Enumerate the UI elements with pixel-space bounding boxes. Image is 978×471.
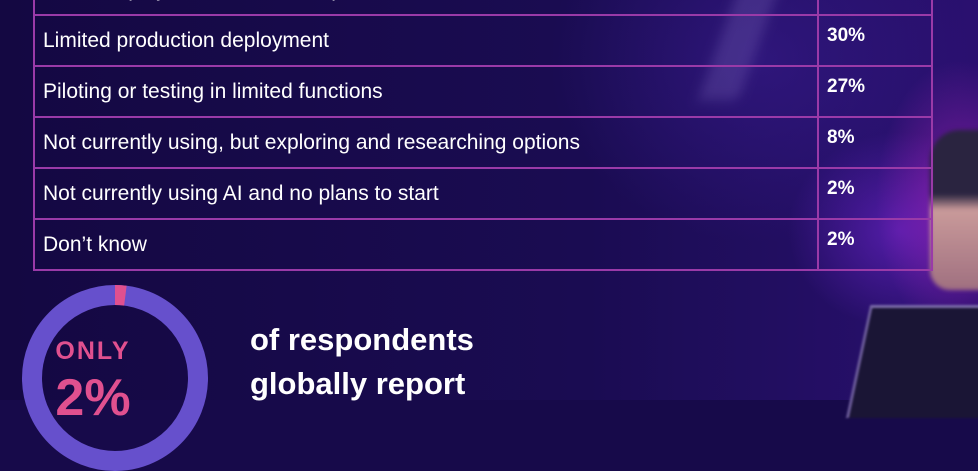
table-row: Broad deployment across multiple functio… <box>33 0 933 16</box>
stat-description: of respondents globally report <box>250 318 474 406</box>
row-value <box>817 0 933 16</box>
row-label: Broad deployment across multiple functio… <box>33 0 819 16</box>
table-row: Not currently using, but exploring and r… <box>33 116 933 169</box>
row-value: 8% <box>817 116 933 169</box>
background-photo-person <box>930 130 978 290</box>
stat-value: 2% <box>55 369 131 427</box>
row-label: Not currently using AI and no plans to s… <box>33 167 819 220</box>
table-row: Limited production deployment 30% <box>33 14 933 67</box>
row-value: 27% <box>817 65 933 118</box>
row-label: Piloting or testing in limited functions <box>33 65 819 118</box>
stat-prefix: ONLY <box>55 337 131 365</box>
background-photo-laptop <box>845 305 978 418</box>
table-row: Piloting or testing in limited functions… <box>33 65 933 118</box>
stat-line: of respondents <box>250 322 474 357</box>
row-label: Not currently using, but exploring and r… <box>33 116 819 169</box>
survey-results-table: Broad deployment across multiple functio… <box>33 0 933 271</box>
row-label: Don’t know <box>33 218 819 271</box>
row-value: 30% <box>817 14 933 67</box>
table-row: Not currently using AI and no plans to s… <box>33 167 933 220</box>
row-value: 2% <box>817 167 933 220</box>
row-label: Limited production deployment <box>33 14 819 67</box>
stat-line: globally report <box>250 366 466 401</box>
donut-highlight-segment <box>22 285 208 471</box>
row-value: 2% <box>817 218 933 271</box>
table-row: Don’t know 2% <box>33 218 933 271</box>
